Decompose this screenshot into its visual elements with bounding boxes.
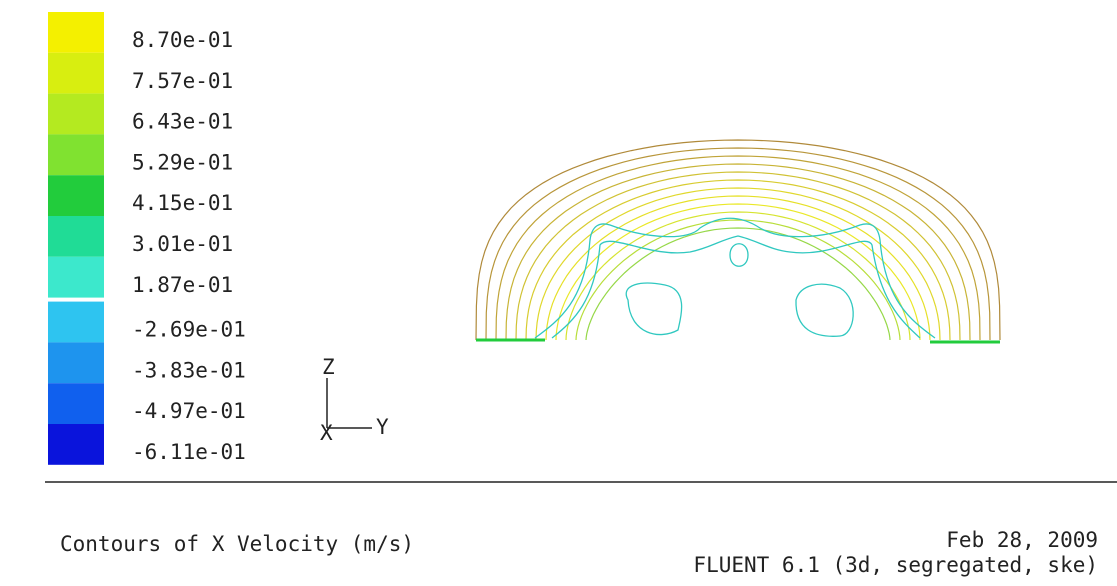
x-label: X [320,421,333,445]
legend-swatch [48,12,104,53]
legend-swatch [48,134,104,176]
legend-label: 7.57e-01 [132,69,233,93]
legend-label: -2.69e-01 [132,318,246,342]
z-label: Z [322,355,335,379]
legend-swatch [48,93,104,135]
contour-line [729,243,749,267]
contour-line [795,283,854,337]
contour-line [555,203,921,341]
legend-swatch [48,342,104,384]
contour-line [485,147,991,341]
software: FLUENT 6.1 (3d, segregated, ske) [693,553,1098,577]
legend-label: 5.29e-01 [132,150,233,174]
contour-line [585,227,891,341]
legend-label: -4.97e-01 [132,399,246,423]
contour-line [565,211,911,341]
contour-line [505,163,971,341]
legend-swatch [48,256,104,298]
axis-triad: Z X Y [320,355,389,445]
contour-line [625,282,683,336]
legend-swatch [48,52,104,94]
legend-label: 4.15e-01 [132,191,233,215]
legend-label: -6.11e-01 [132,440,246,464]
legend-label: 8.70e-01 [132,28,233,52]
contour-line [575,219,901,341]
legend-label: 3.01e-01 [132,232,233,256]
contour-line [525,179,951,341]
legend-label: 1.87e-01 [132,273,233,297]
legend-swatch [48,175,104,216]
legend-swatch [48,383,104,424]
date: Feb 28, 2009 [946,528,1098,552]
y-label: Y [376,415,389,439]
contour-line [515,171,961,341]
legend-swatch [48,301,104,343]
contour-plot [475,139,1001,344]
legend-label: -3.83e-01 [132,358,246,382]
legend: 8.70e-01 7.57e-01 6.43e-01 5.29e-01 4.15e-01… [48,12,246,465]
legend-swatch [48,216,104,257]
contour-line [545,195,931,341]
contour-line [535,187,941,341]
legend-label: 6.43e-01 [132,110,233,134]
contour-line [495,155,981,341]
contour-line [475,139,1001,341]
caption: Contours of X Velocity (m/s) [60,532,414,556]
contour-line [534,217,936,339]
contour-line [551,235,921,339]
legend-swatch [48,424,104,465]
